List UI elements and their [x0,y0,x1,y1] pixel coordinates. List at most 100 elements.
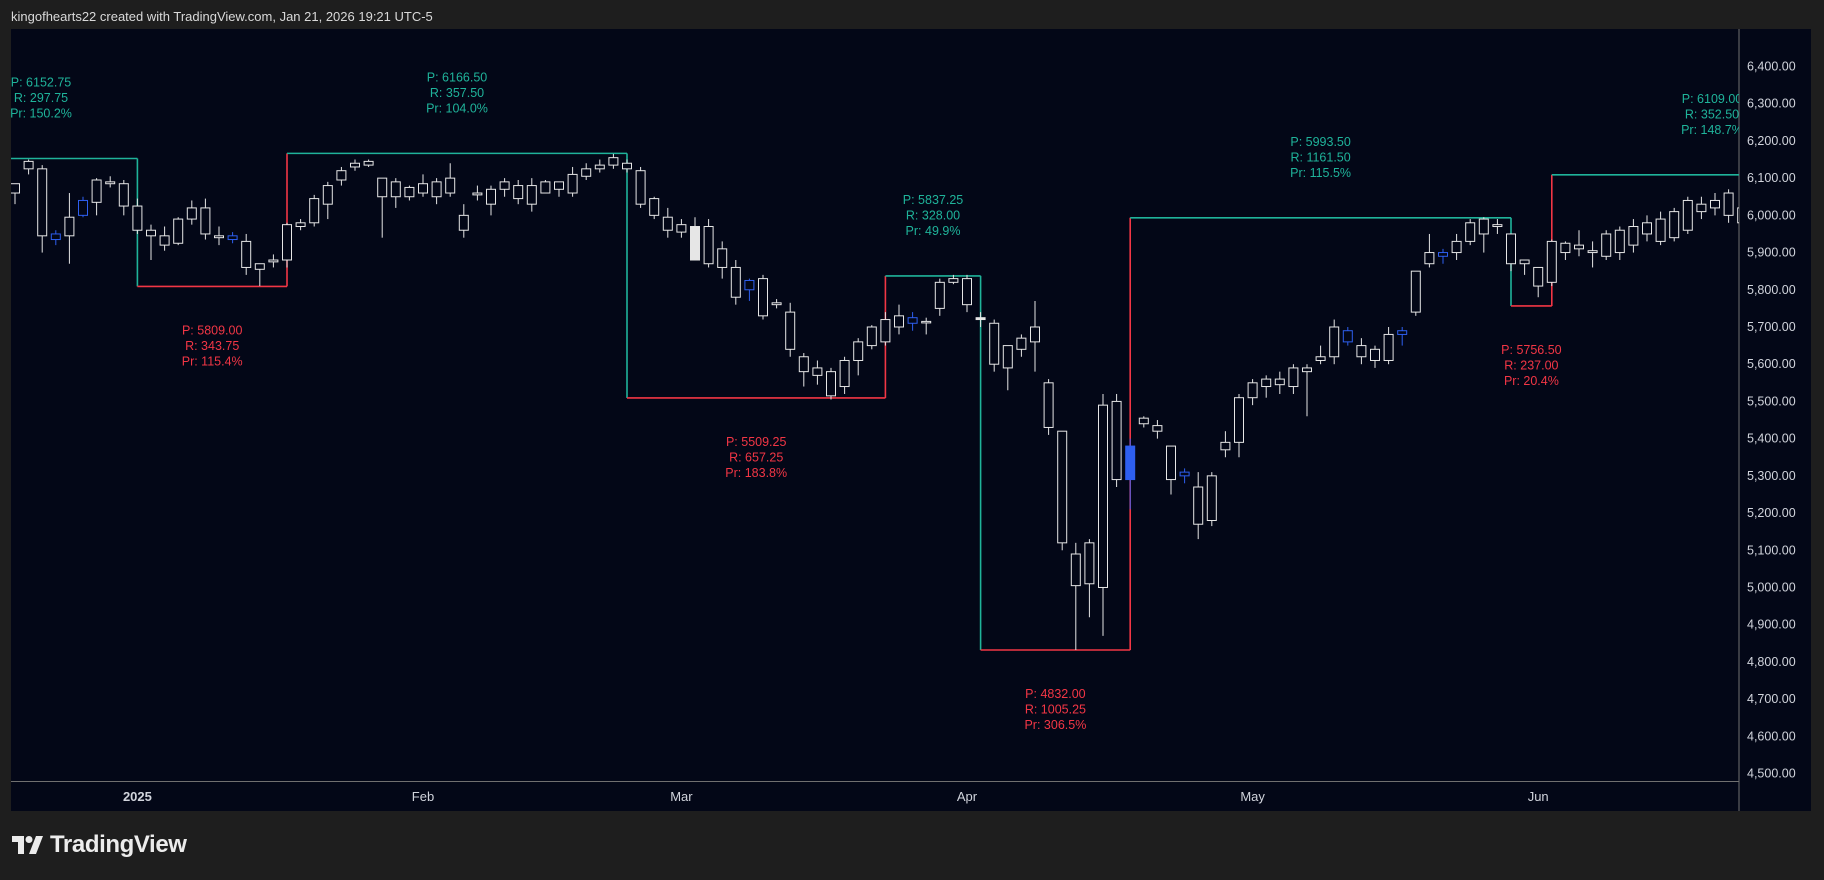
candle[interactable] [1506,233,1516,272]
candle[interactable] [1478,217,1489,253]
candle[interactable] [758,274,768,320]
candle[interactable] [608,153,619,169]
candle[interactable] [1057,430,1068,551]
candle[interactable] [894,304,904,335]
candle[interactable] [499,178,510,197]
candle[interactable] [11,183,20,205]
candle[interactable] [594,159,605,173]
candle[interactable] [1519,259,1530,275]
candle[interactable] [554,181,564,197]
candle[interactable] [1669,207,1680,242]
candle[interactable] [1410,270,1421,316]
candle[interactable] [486,185,496,216]
candle[interactable] [377,177,388,238]
candle[interactable] [785,302,796,357]
candle[interactable] [1274,371,1285,394]
candle[interactable] [132,198,143,234]
candle[interactable] [989,319,1000,372]
candle[interactable] [23,159,34,175]
candle[interactable] [1723,189,1734,223]
candle[interactable] [1451,233,1462,261]
candle[interactable] [1370,345,1380,368]
candle[interactable] [268,254,279,268]
candle[interactable] [241,233,252,275]
candle[interactable] [513,179,524,205]
candle[interactable] [1696,196,1707,220]
candle[interactable] [37,165,48,253]
candle[interactable] [105,176,116,188]
candle[interactable] [1587,241,1598,268]
candle[interactable] [146,224,156,261]
candle[interactable] [254,263,265,287]
candle[interactable] [1288,364,1299,394]
candle[interactable] [921,317,932,335]
candle[interactable] [418,174,428,197]
candle[interactable] [1084,539,1095,618]
candle[interactable] [1261,375,1272,398]
candle[interactable] [336,166,347,186]
candle[interactable] [118,179,129,216]
candle[interactable] [173,217,184,246]
candle[interactable] [1614,226,1625,261]
candle[interactable] [826,367,836,400]
candle[interactable] [962,274,972,313]
candle[interactable] [690,217,700,261]
candle[interactable] [64,193,75,264]
candle[interactable] [1546,239,1557,287]
candle[interactable] [1710,193,1720,216]
candle[interactable] [1098,393,1108,636]
candle[interactable] [1152,420,1163,439]
candle[interactable] [771,299,782,309]
candle[interactable] [1030,300,1040,372]
candle[interactable] [880,312,891,346]
candle[interactable] [1193,472,1204,540]
candle[interactable] [1737,197,1747,245]
candle[interactable] [676,219,687,238]
candle[interactable] [1492,219,1503,234]
candle[interactable] [227,232,238,244]
price-axis[interactable]: 6,400.00 6,300.00 6,200.00 6,100.00 6,000.00… [1747,59,1796,780]
chart-canvas[interactable]: P: 6152.75R: 297.75 Pr: 150.2% P: 5809.00 R… [11,29,1811,811]
candle[interactable] [1682,196,1693,234]
candle[interactable] [186,200,197,225]
candle[interactable] [1302,364,1312,417]
candle[interactable] [1574,230,1584,257]
candle[interactable] [1166,445,1176,495]
candle[interactable] [78,196,88,218]
candle[interactable] [540,179,551,194]
candle[interactable] [322,181,333,220]
candle[interactable] [1356,338,1367,365]
candle[interactable] [839,356,850,394]
candle[interactable] [1016,334,1027,357]
candle[interactable] [50,230,61,246]
candle[interactable] [744,278,755,301]
candle[interactable] [798,353,809,387]
candle[interactable] [1329,319,1340,365]
candle[interactable] [1465,219,1476,246]
candle[interactable] [1655,211,1666,246]
candle[interactable] [200,198,211,240]
candle[interactable] [1560,241,1571,261]
candle[interactable] [526,178,537,212]
candle[interactable] [1383,326,1394,365]
candle[interactable] [635,166,646,208]
candle[interactable] [1424,233,1435,268]
candle[interactable] [1438,248,1448,264]
candle[interactable] [458,204,469,238]
candle[interactable] [812,360,823,385]
candle[interactable] [309,194,320,227]
candle[interactable] [295,219,306,231]
candle[interactable] [1125,438,1136,510]
candle[interactable] [472,185,483,201]
candle[interactable] [1002,345,1013,391]
candle[interactable] [622,159,632,173]
tradingview-logo[interactable]: TradingView [12,831,187,858]
candle[interactable] [1138,416,1149,428]
candle[interactable] [1533,266,1544,298]
candle[interactable] [934,278,945,316]
candle[interactable] [1070,542,1081,651]
candle[interactable] [1315,345,1326,365]
candle[interactable] [567,166,578,197]
candle[interactable] [1043,379,1054,435]
candle[interactable] [282,222,292,268]
